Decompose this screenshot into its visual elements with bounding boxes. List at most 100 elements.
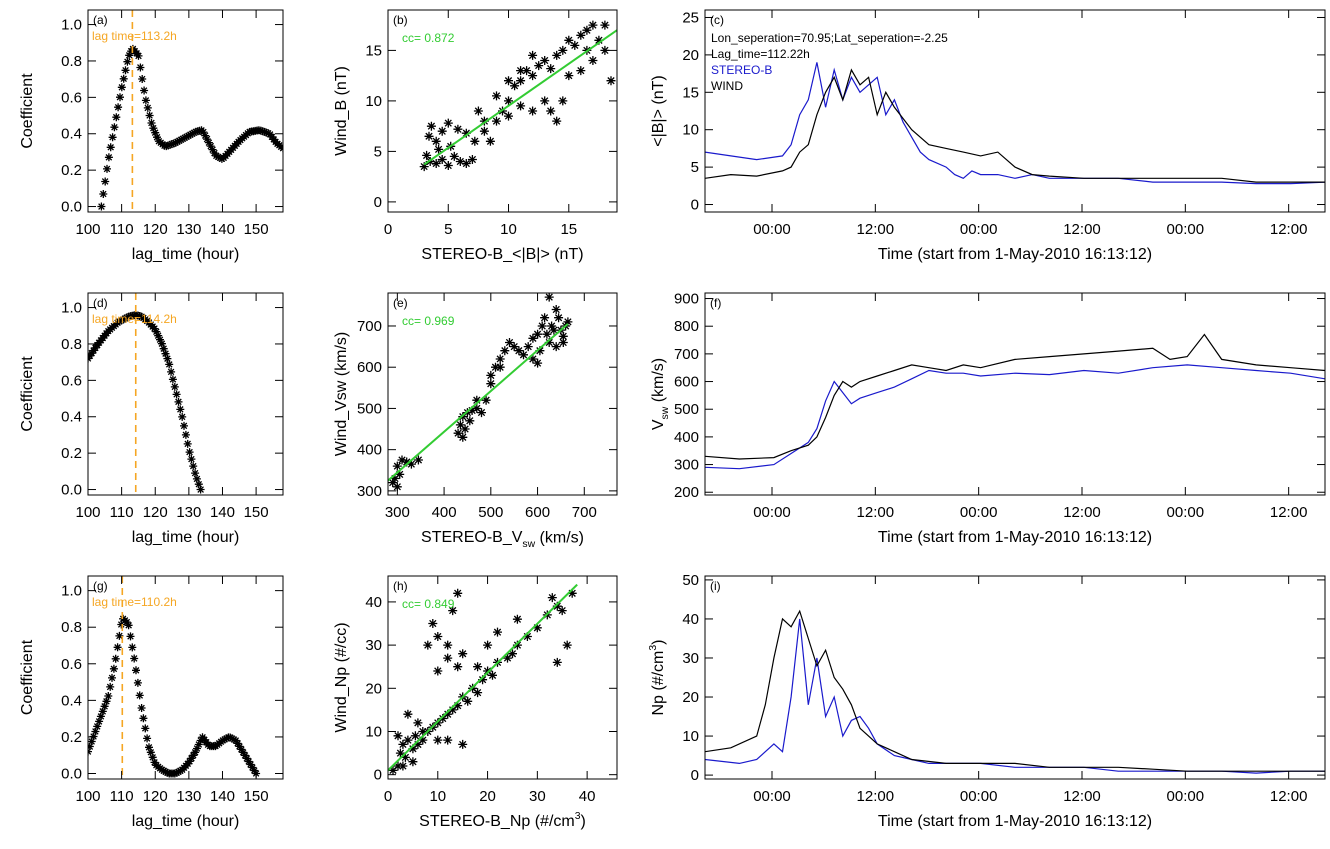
- data-point: [495, 362, 505, 372]
- data-point: [136, 63, 145, 72]
- data-point: [552, 657, 562, 667]
- cc-annotation: cc= 0.872: [402, 31, 455, 45]
- x-tick-label: 00:00: [960, 788, 998, 805]
- plot-area-c: [705, 62, 1325, 185]
- data-point: [448, 705, 458, 715]
- data-point: [147, 119, 156, 127]
- data-point: [141, 724, 150, 733]
- data-point: [488, 670, 497, 680]
- data-point: [449, 151, 459, 161]
- data-point: [108, 133, 117, 142]
- data-point: [512, 614, 522, 624]
- data-point: [492, 116, 501, 126]
- data-point: [91, 727, 100, 736]
- y-tick-label: 700: [357, 318, 382, 335]
- data-point: [453, 124, 463, 134]
- panel-label: (h): [393, 579, 408, 593]
- data-point: [242, 754, 251, 763]
- data-point: [151, 128, 160, 137]
- x-axis-label: Time (start from 1-May-2010 16:13:12): [878, 813, 1152, 830]
- data-point: [413, 739, 423, 749]
- data-point: [600, 20, 610, 30]
- panel-g: 100 110 120 130 140 150 0.0 0.2 0.4 0.6 0.8 1.0 lag_…: [19, 575, 284, 830]
- data-point: [113, 643, 122, 652]
- panel-label: (d): [93, 296, 108, 310]
- data-point: [544, 293, 554, 302]
- data-point: [509, 342, 519, 352]
- data-point: [145, 743, 153, 752]
- data-point: [535, 346, 545, 356]
- data-point: [390, 474, 400, 483]
- x-tick-label: 00:00: [960, 221, 998, 238]
- x-tick-label: 150: [244, 788, 269, 805]
- data-point: [467, 406, 477, 415]
- x-tick-label: 130: [176, 221, 201, 238]
- data-point: [540, 313, 550, 323]
- data-point: [564, 71, 574, 81]
- data-point: [546, 106, 556, 116]
- data-point: [165, 360, 174, 369]
- y-tick-label: 300: [357, 483, 382, 500]
- x-tick-label: 00:00: [753, 788, 791, 805]
- x-tick-label: 100: [75, 221, 100, 238]
- data-point: [170, 382, 179, 391]
- data-point: [400, 752, 410, 762]
- y-axis-label: <|B|> (nT): [650, 75, 667, 146]
- data-point: [398, 739, 408, 749]
- data-point: [159, 344, 168, 353]
- data-point: [443, 118, 453, 128]
- y-tick-label: 400: [357, 442, 382, 459]
- data-point: [458, 432, 468, 442]
- data-point: [181, 430, 190, 439]
- data-point: [150, 758, 159, 767]
- x-axis-label-part: (km/s): [535, 529, 584, 546]
- data-point: [443, 161, 453, 170]
- y-tick-label: 0.8: [61, 619, 82, 636]
- data-point: [109, 664, 118, 673]
- x-tick-label: 0: [384, 221, 392, 238]
- x-tick-label: 12:00: [857, 788, 895, 805]
- data-point: [458, 739, 468, 749]
- data-point: [187, 754, 196, 763]
- data-point: [388, 478, 398, 488]
- data-point: [150, 324, 159, 333]
- data-point: [428, 619, 438, 628]
- y-tick-label: 0.6: [61, 656, 82, 673]
- data-point: [137, 704, 146, 712]
- axes-frame: [704, 9, 1326, 213]
- axes-frame: [387, 9, 618, 213]
- panel-f: 00:00 12:00 00:00 12:00 00:00 12:00 200 300 400 5…: [650, 291, 1326, 546]
- y-axis-label: Coefficient: [19, 639, 36, 715]
- data-point: [192, 474, 201, 483]
- x-axis-label: STEREO-B_Vsw (km/s): [421, 529, 584, 550]
- y-tick-label: 0.6: [61, 372, 82, 389]
- data-point: [567, 588, 577, 598]
- panel-label: (b): [393, 13, 408, 27]
- data-point: [152, 327, 161, 336]
- x-tick-label: 600: [525, 504, 550, 521]
- data-point: [437, 126, 447, 136]
- data-point: [512, 640, 522, 650]
- data-point: [139, 714, 148, 723]
- data-point: [191, 469, 200, 478]
- separation-annotation: Lon_seperation=70.95;Lat_seperation=-2.2…: [711, 31, 948, 45]
- y-tick-label: 900: [674, 291, 699, 308]
- x-tick-label: 300: [385, 504, 410, 521]
- data-point: [403, 709, 413, 719]
- x-tick-label: 400: [432, 504, 457, 521]
- panel-e: 300 400 500 600 700 300 400 500 600 700 STEREO-B_V…: [333, 292, 618, 550]
- y-axis-label: Coefficient: [19, 73, 36, 149]
- lag-time-annotation: Lag_time=112.22h: [711, 47, 810, 61]
- data-point: [157, 339, 166, 348]
- data-point: [528, 106, 538, 116]
- data-point: [473, 106, 483, 116]
- y-tick-label: 15: [365, 42, 382, 59]
- plot-area-a: [97, 10, 283, 212]
- data-point: [388, 765, 398, 775]
- data-point: [93, 722, 102, 731]
- data-point: [549, 325, 559, 335]
- x-tick-label: 150: [244, 221, 269, 238]
- data-point: [180, 421, 188, 430]
- data-point: [479, 116, 489, 126]
- data-point: [143, 734, 152, 743]
